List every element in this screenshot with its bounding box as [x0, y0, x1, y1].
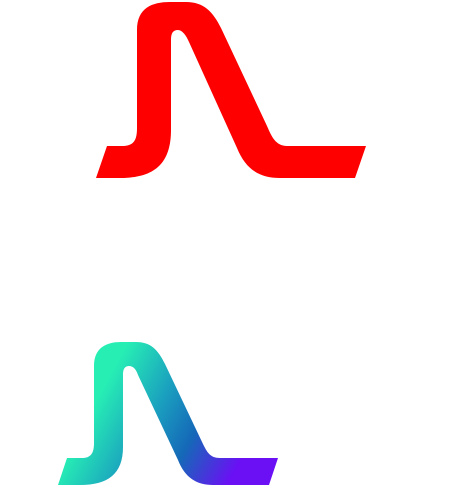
peak-curve-logo-icon — [58, 342, 278, 485]
peak-curve-shape — [96, 2, 366, 178]
peak-curve-logo-icon — [96, 2, 366, 178]
peak-curve-shape — [58, 342, 278, 485]
